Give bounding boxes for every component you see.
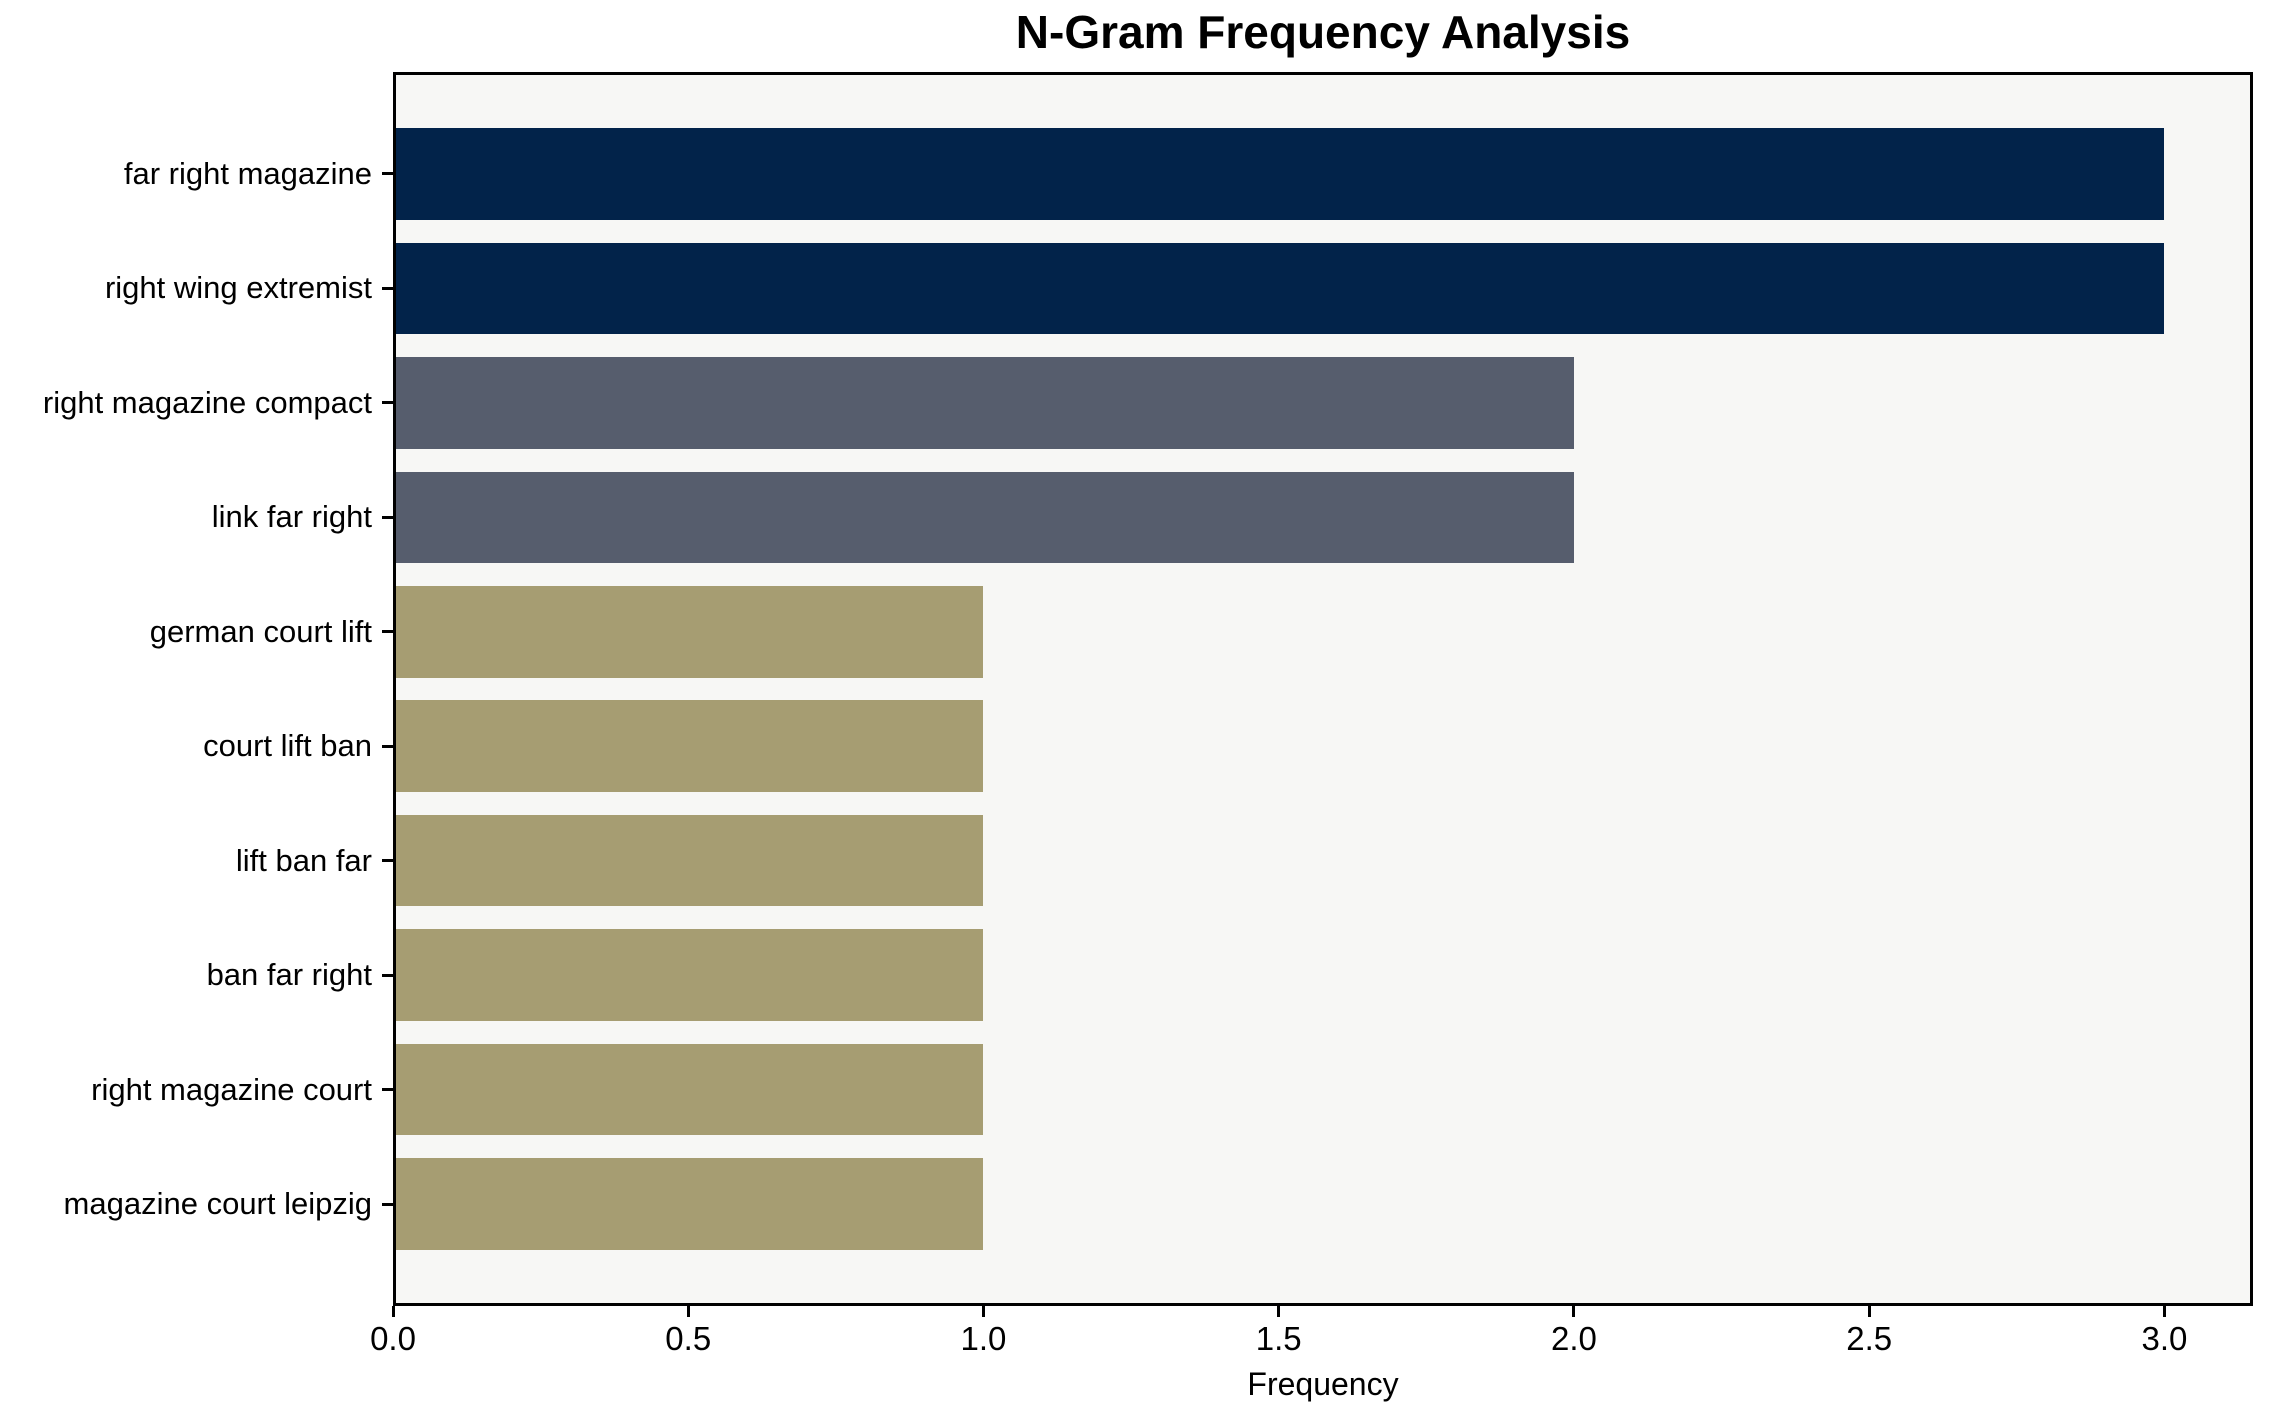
y-tick-mark	[382, 515, 393, 519]
bar	[396, 128, 2165, 220]
bar	[396, 1158, 984, 1250]
x-tick-mark	[981, 1306, 985, 1317]
y-tick-mark	[382, 630, 393, 634]
bar	[396, 1043, 984, 1136]
y-tick-mark	[382, 1202, 393, 1206]
y-tick-mark	[382, 744, 393, 748]
y-tick-label: magazine court leipzig	[63, 1186, 372, 1222]
y-tick-mark	[382, 286, 393, 290]
x-tick-label: 0.5	[665, 1320, 712, 1357]
y-tick-label: german court lift	[149, 613, 372, 649]
y-tick-label: lift ban far	[235, 842, 372, 878]
bar	[396, 929, 984, 1021]
y-tick-label: right wing extremist	[104, 270, 372, 306]
x-tick-label: 1.0	[960, 1320, 1007, 1357]
y-tick-mark	[382, 859, 393, 863]
x-tick-label: 2.5	[1846, 1320, 1893, 1357]
y-tick-mark	[382, 401, 393, 405]
x-tick-mark	[2162, 1306, 2166, 1317]
bar	[396, 471, 1574, 564]
bar	[396, 585, 984, 678]
x-tick-label: 1.5	[1255, 1320, 1302, 1357]
y-tick-mark	[382, 172, 393, 176]
x-tick-label: 2.0	[1551, 1320, 1597, 1357]
chart-title: N-Gram Frequency Analysis	[1015, 6, 1631, 58]
x-tick-mark	[1867, 1306, 1871, 1317]
y-tick-label: right magazine court	[91, 1071, 372, 1107]
x-tick-label: 0.0	[370, 1320, 416, 1357]
y-tick-label: link far right	[211, 499, 372, 535]
x-tick-label: 3.0	[2141, 1320, 2188, 1357]
y-tick-label: ban far right	[206, 957, 372, 993]
x-tick-mark	[1572, 1306, 1576, 1317]
y-tick-mark	[382, 973, 393, 977]
x-tick-mark	[686, 1306, 690, 1317]
x-tick-mark	[1277, 1306, 1281, 1317]
bar	[396, 814, 984, 907]
y-tick-label: court lift ban	[203, 728, 372, 764]
y-tick-mark	[382, 1088, 393, 1092]
bar	[396, 700, 984, 792]
bar	[396, 242, 2165, 335]
x-tick-mark	[391, 1306, 395, 1317]
x-axis-title: Frequency	[1247, 1366, 1399, 1402]
y-tick-label: far right magazine	[123, 155, 372, 191]
bar	[396, 357, 1574, 449]
y-tick-label: right magazine compact	[42, 384, 372, 420]
